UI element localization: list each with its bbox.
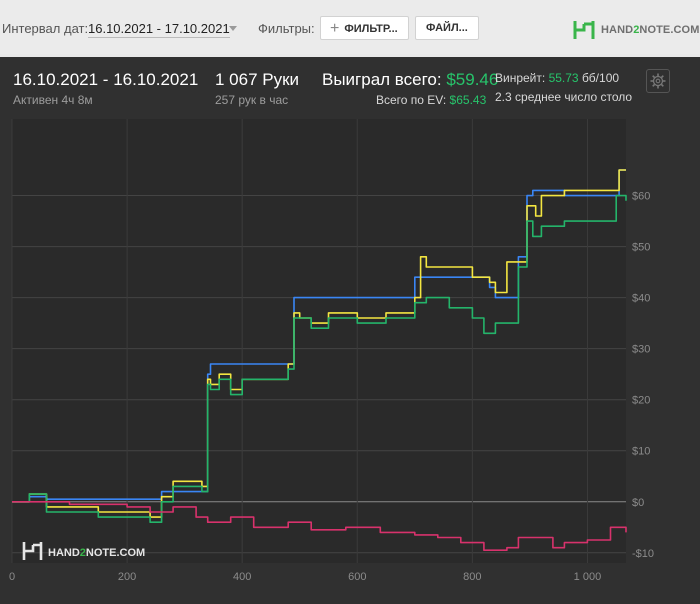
- file-button[interactable]: ФАЙЛ...: [415, 16, 479, 40]
- plus-icon: +: [330, 20, 340, 37]
- y-axis: -$10 $0 $10 $20 $30 $40 $50 $60: [632, 191, 654, 560]
- won-total: Выиграл всего: $59.46: [322, 70, 499, 89]
- hand2note-watermark-icon: [22, 542, 43, 560]
- y-tick-label: $30: [632, 344, 650, 356]
- y-tick-label: -$10: [632, 548, 654, 560]
- filter-button[interactable]: + ФИЛЬТР...: [320, 16, 409, 40]
- y-tick-label: $10: [632, 446, 650, 458]
- series-lines: [12, 169, 627, 551]
- filter-button-label: ФИЛЬТР...: [344, 23, 398, 35]
- gear-icon: [650, 73, 666, 89]
- ev-total-value: $65.43: [449, 93, 487, 107]
- date-range-picker[interactable]: 16.10.2021 - 17.10.2021: [88, 21, 230, 38]
- y-tick-label: $0: [632, 497, 644, 509]
- x-tick-label: 800: [463, 571, 481, 583]
- x-tick-label: 600: [348, 571, 366, 583]
- session-date: 16.10.2021 - 16.10.2021: [13, 70, 199, 89]
- file-button-label: ФАЙЛ...: [426, 22, 468, 34]
- interval-label: Интервал дат:: [2, 21, 89, 36]
- y-tick-label: $40: [632, 293, 650, 305]
- x-tick-label: 200: [118, 571, 136, 583]
- y-tick-label: $60: [632, 191, 650, 203]
- graph-panel: 16.10.2021 - 16.10.2021 Активен 4ч 8м 1 …: [0, 57, 700, 604]
- won-total-value: $59.46: [446, 70, 499, 89]
- winrate-value: 55.73: [548, 71, 579, 85]
- y-tick-label: $20: [632, 395, 650, 407]
- winrate: Винрейт: 55.73 бб/100: [495, 71, 620, 85]
- x-tick-label: 0: [9, 571, 15, 583]
- chevron-down-icon[interactable]: [229, 26, 237, 31]
- x-tick-label: 400: [233, 571, 251, 583]
- settings-button[interactable]: [646, 69, 670, 93]
- grid: [11, 119, 626, 563]
- avg-tables: 2.3 среднее число столо: [495, 90, 633, 104]
- hand2note-logo-icon: [573, 21, 595, 39]
- ev-total: Всего по EV: $65.43: [376, 93, 487, 107]
- series-line-showdown: [12, 194, 627, 523]
- top-toolbar: Интервал дат: 16.10.2021 - 17.10.2021 Фи…: [0, 0, 700, 54]
- x-tick-label: 1 000: [574, 571, 602, 583]
- watermark-text: HAND2NOTE.COM: [48, 547, 145, 559]
- y-tick-label: $50: [632, 242, 650, 254]
- filters-label: Фильтры:: [258, 21, 315, 36]
- watermark-logo: HAND2NOTE.COM: [22, 542, 145, 560]
- profit-chart: -$10 $0 $10 $20 $30 $40 $50 $60 0 200 400 600 800 1 …: [9, 119, 654, 583]
- brand-name: HAND2NOTE.COM: [601, 24, 700, 36]
- hands-count: 1 067 Руки: [215, 70, 300, 89]
- x-axis: 0 200 400 600 800 1 000: [9, 571, 601, 583]
- series-line-no_showdown: [12, 501, 627, 551]
- plot-area: [12, 119, 626, 563]
- series-line-ev: [12, 169, 626, 503]
- hands-per-hour: 257 рук в час: [215, 93, 289, 107]
- active-time: Активен 4ч 8м: [13, 93, 93, 107]
